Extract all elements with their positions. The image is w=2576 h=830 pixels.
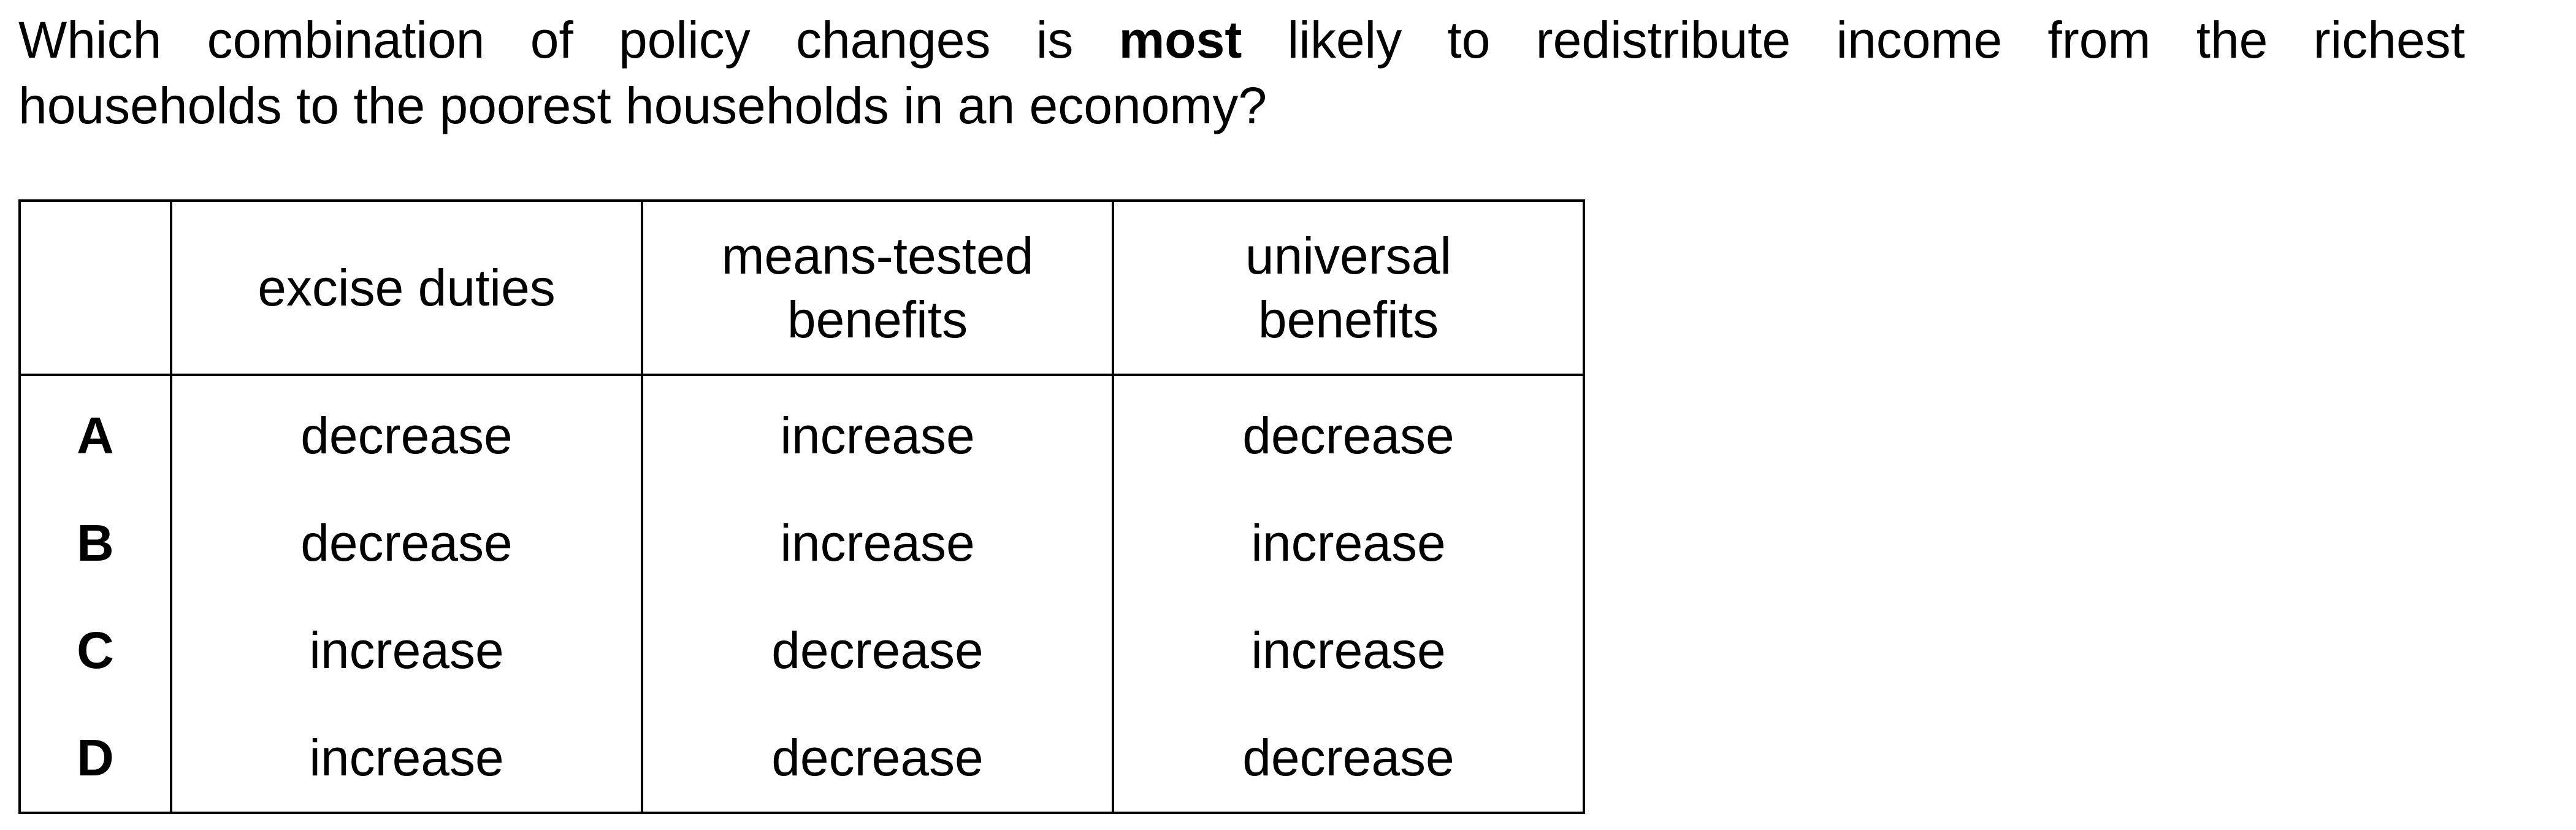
table-cell: decrease (170, 375, 643, 490)
table-cell: increase (170, 597, 643, 704)
table-cell: increase (641, 490, 1114, 597)
table-cell: decrease (170, 490, 643, 597)
table-cell: decrease (641, 597, 1114, 704)
question-text: Which combination of policy changes is m… (18, 7, 2465, 139)
header-cell-means-tested-benefits: means-tested benefits (641, 199, 1114, 376)
table-cell: increase (170, 704, 643, 814)
header-cell-excise-duties: excise duties (170, 199, 643, 376)
header-cell-blank (18, 199, 172, 376)
question-emphasis: most (1118, 11, 1242, 69)
question-part-1: Which combination of policy changes is (18, 11, 1119, 69)
question-line-2: households to the poorest households in … (18, 77, 1267, 134)
table-cell: decrease (1112, 375, 1585, 490)
table-row-option-a: A decrease increase decrease (18, 375, 1585, 490)
answer-options-table: excise duties means-tested benefits unive… (18, 199, 1585, 814)
table-cell: increase (1112, 597, 1585, 704)
table-row-option-d: D increase decrease decrease (18, 704, 1585, 814)
option-letter: C (18, 597, 172, 704)
table-cell: decrease (641, 704, 1114, 814)
question-part-2: likely to redistribute income from the r… (1242, 11, 2465, 69)
table-cell: decrease (1112, 704, 1585, 814)
table-cell: increase (1112, 490, 1585, 597)
header-cell-universal-benefits: universal benefits (1112, 199, 1585, 376)
option-letter: A (18, 375, 172, 490)
question-line-1: Which combination of policy changes is m… (18, 7, 2465, 73)
table-header-row: excise duties means-tested benefits unive… (18, 199, 1585, 376)
option-letter: B (18, 490, 172, 597)
table-row-option-b: B decrease increase increase (18, 490, 1585, 597)
option-letter: D (18, 704, 172, 814)
table-cell: increase (641, 375, 1114, 490)
table-row-option-c: C increase decrease increase (18, 597, 1585, 704)
